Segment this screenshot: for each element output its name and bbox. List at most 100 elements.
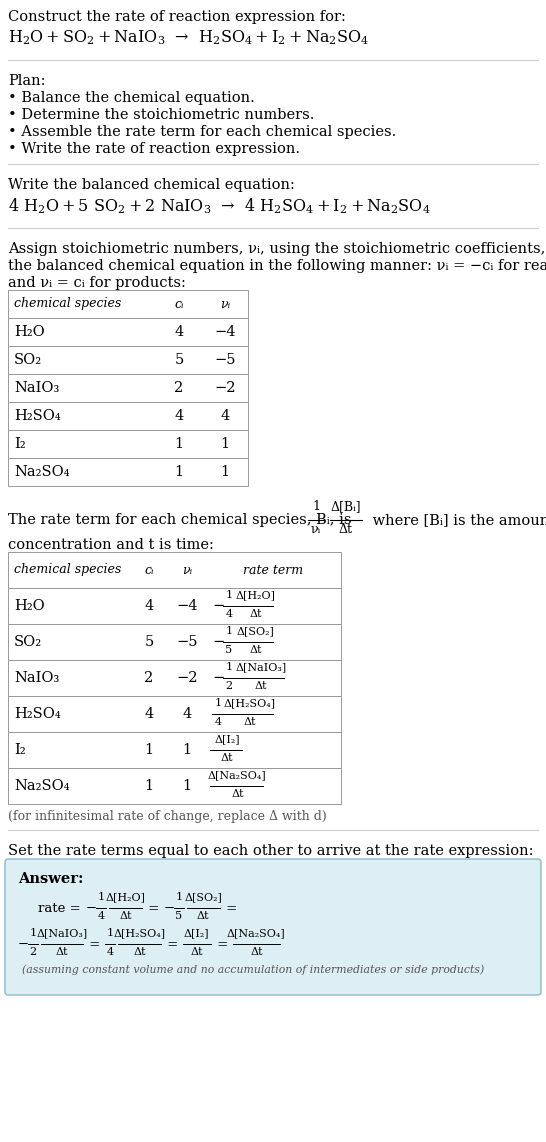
Text: =: = — [85, 938, 105, 950]
Bar — [8, 624, 341, 660]
Text: 2: 2 — [225, 681, 233, 691]
Bar — [8, 732, 341, 769]
Bar — [8, 346, 248, 373]
Text: Δ[H₂SO₄]: Δ[H₂SO₄] — [114, 928, 165, 938]
Text: −: − — [18, 938, 29, 950]
Text: 1: 1 — [174, 437, 183, 451]
Text: 2: 2 — [29, 947, 37, 957]
Text: Δ[SO₂]: Δ[SO₂] — [236, 626, 275, 636]
Text: Δt: Δt — [254, 681, 267, 691]
Text: 1: 1 — [225, 626, 233, 636]
Text: =: = — [163, 938, 182, 950]
Text: Δ[SO₂]: Δ[SO₂] — [184, 892, 222, 902]
Text: 1: 1 — [221, 465, 229, 478]
Text: 1: 1 — [225, 662, 233, 671]
Text: Δ[H₂SO₄]: Δ[H₂SO₄] — [224, 698, 276, 708]
Text: Δt: Δt — [119, 911, 132, 920]
Text: 4: 4 — [221, 409, 230, 423]
Text: 1: 1 — [215, 698, 222, 708]
Text: SO₂: SO₂ — [14, 635, 42, 649]
Text: Δ[NaIO₃]: Δ[NaIO₃] — [37, 928, 88, 938]
Text: 2: 2 — [144, 671, 153, 685]
Text: Δt: Δt — [250, 609, 262, 619]
Bar — [8, 373, 248, 402]
FancyBboxPatch shape — [5, 859, 541, 995]
Text: concentration and t is time:: concentration and t is time: — [8, 538, 214, 552]
Text: Δ[Na₂SO₄]: Δ[Na₂SO₄] — [227, 928, 286, 938]
Text: Assign stoichiometric numbers, νᵢ, using the stoichiometric coefficients, cᵢ, fr: Assign stoichiometric numbers, νᵢ, using… — [8, 242, 546, 256]
Text: 1: 1 — [29, 928, 37, 938]
Text: 4: 4 — [144, 600, 153, 613]
Text: Set the rate terms equal to each other to arrive at the rate expression:: Set the rate terms equal to each other t… — [8, 844, 533, 858]
Text: Δt: Δt — [133, 947, 146, 957]
Text: 4: 4 — [174, 325, 183, 339]
Text: Construct the rate of reaction expression for:: Construct the rate of reaction expressio… — [8, 10, 346, 24]
Text: 1: 1 — [107, 928, 114, 938]
Text: Δ[Na₂SO₄]: Δ[Na₂SO₄] — [208, 770, 267, 780]
Text: NaIO₃: NaIO₃ — [14, 671, 60, 685]
Text: 1: 1 — [174, 465, 183, 478]
Bar — [8, 290, 248, 317]
Text: Δ[NaIO₃]: Δ[NaIO₃] — [235, 662, 287, 671]
Text: 1: 1 — [182, 743, 192, 757]
Text: =: = — [213, 938, 232, 950]
Text: −: − — [86, 901, 97, 915]
Text: Δt: Δt — [244, 717, 256, 727]
Text: chemical species: chemical species — [14, 298, 121, 311]
Text: −5: −5 — [214, 353, 236, 367]
Text: H₂SO₄: H₂SO₄ — [14, 409, 61, 423]
Text: Na₂SO₄: Na₂SO₄ — [14, 779, 70, 793]
Text: 4: 4 — [97, 911, 105, 920]
Text: Answer:: Answer: — [18, 872, 84, 886]
Text: (for infinitesimal rate of change, replace Δ with d): (for infinitesimal rate of change, repla… — [8, 810, 327, 823]
Text: Plan:: Plan: — [8, 74, 45, 88]
Text: −2: −2 — [176, 671, 198, 685]
Text: =: = — [222, 901, 237, 915]
Text: I₂: I₂ — [14, 437, 26, 451]
Text: • Determine the stoichiometric numbers.: • Determine the stoichiometric numbers. — [8, 108, 314, 122]
Text: 1: 1 — [145, 779, 153, 793]
Text: Δt: Δt — [250, 947, 263, 957]
Text: −: − — [212, 600, 224, 613]
Text: Δ[Bᵢ]: Δ[Bᵢ] — [331, 500, 361, 513]
Text: • Write the rate of reaction expression.: • Write the rate of reaction expression. — [8, 142, 300, 156]
Text: νᵢ: νᵢ — [311, 523, 321, 536]
Text: H₂O: H₂O — [14, 325, 45, 339]
Text: Δ[H₂O]: Δ[H₂O] — [105, 892, 145, 902]
Text: Δ[I₂]: Δ[I₂] — [214, 734, 240, 743]
Text: 1: 1 — [145, 743, 153, 757]
Text: 5: 5 — [225, 645, 233, 656]
Text: 5: 5 — [174, 353, 183, 367]
Bar — [8, 769, 341, 804]
Text: 4: 4 — [215, 717, 222, 727]
Text: I₂: I₂ — [14, 743, 26, 757]
Text: Na₂SO₄: Na₂SO₄ — [14, 465, 70, 478]
Text: 1: 1 — [312, 500, 320, 513]
Text: Δt: Δt — [191, 947, 203, 957]
Text: −: − — [212, 671, 224, 685]
Text: where [Bᵢ] is the amount: where [Bᵢ] is the amount — [368, 513, 546, 526]
Bar — [8, 458, 248, 486]
Text: $\mathregular{4\ H_2O + 5\ SO_2 + 2\ NaIO_3}$  →  $\mathregular{4\ H_2SO_4 + I_2: $\mathregular{4\ H_2O + 5\ SO_2 + 2\ NaI… — [8, 196, 431, 216]
Text: 1: 1 — [182, 779, 192, 793]
Text: Δt: Δt — [197, 911, 210, 920]
Text: −5: −5 — [176, 635, 198, 649]
Text: cᵢ: cᵢ — [144, 563, 154, 577]
Text: 1: 1 — [175, 892, 182, 902]
Bar — [8, 317, 248, 346]
Text: Δt: Δt — [56, 947, 68, 957]
Bar — [8, 695, 341, 732]
Text: rate term: rate term — [243, 563, 303, 577]
Text: −: − — [164, 901, 175, 915]
Text: −: − — [212, 635, 224, 649]
Bar — [8, 660, 341, 695]
Text: • Assemble the rate term for each chemical species.: • Assemble the rate term for each chemic… — [8, 124, 396, 139]
Text: 1: 1 — [97, 892, 105, 902]
Text: Δt: Δt — [221, 753, 233, 763]
Text: SO₂: SO₂ — [14, 353, 42, 367]
Text: −4: −4 — [176, 600, 198, 613]
Bar — [8, 431, 248, 458]
Bar — [8, 402, 248, 431]
Text: 4: 4 — [174, 409, 183, 423]
Text: Δ[I₂]: Δ[I₂] — [184, 928, 210, 938]
